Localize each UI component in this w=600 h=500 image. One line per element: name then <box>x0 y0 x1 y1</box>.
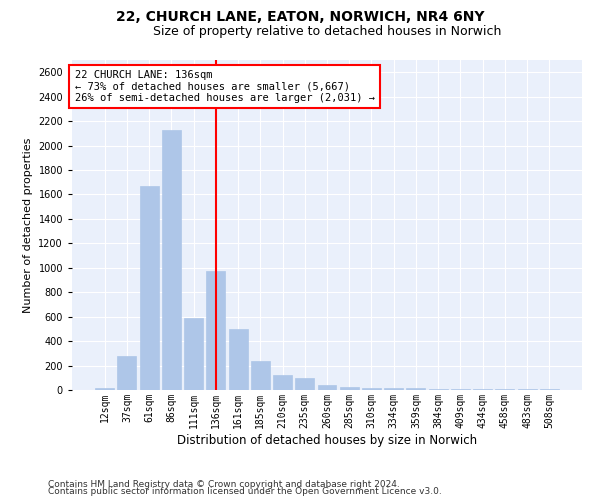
Bar <box>540 389 559 390</box>
Bar <box>140 186 158 390</box>
Bar <box>362 388 381 390</box>
Bar <box>295 378 314 390</box>
Bar <box>251 360 270 390</box>
Text: Contains public sector information licensed under the Open Government Licence v3: Contains public sector information licen… <box>48 488 442 496</box>
Bar <box>162 130 181 390</box>
Bar <box>184 318 203 390</box>
Bar <box>317 384 337 390</box>
Title: Size of property relative to detached houses in Norwich: Size of property relative to detached ho… <box>153 25 501 38</box>
Bar <box>118 356 136 390</box>
Bar <box>273 376 292 390</box>
X-axis label: Distribution of detached houses by size in Norwich: Distribution of detached houses by size … <box>177 434 477 446</box>
Y-axis label: Number of detached properties: Number of detached properties <box>23 138 32 312</box>
Bar <box>406 388 425 390</box>
Bar <box>95 388 114 390</box>
Bar <box>206 272 225 390</box>
Bar <box>229 329 248 390</box>
Bar <box>384 388 403 390</box>
Bar <box>340 387 359 390</box>
Bar <box>451 389 470 390</box>
Text: Contains HM Land Registry data © Crown copyright and database right 2024.: Contains HM Land Registry data © Crown c… <box>48 480 400 489</box>
Text: 22, CHURCH LANE, EATON, NORWICH, NR4 6NY: 22, CHURCH LANE, EATON, NORWICH, NR4 6NY <box>116 10 484 24</box>
Text: 22 CHURCH LANE: 136sqm
← 73% of detached houses are smaller (5,667)
26% of semi-: 22 CHURCH LANE: 136sqm ← 73% of detached… <box>74 70 374 103</box>
